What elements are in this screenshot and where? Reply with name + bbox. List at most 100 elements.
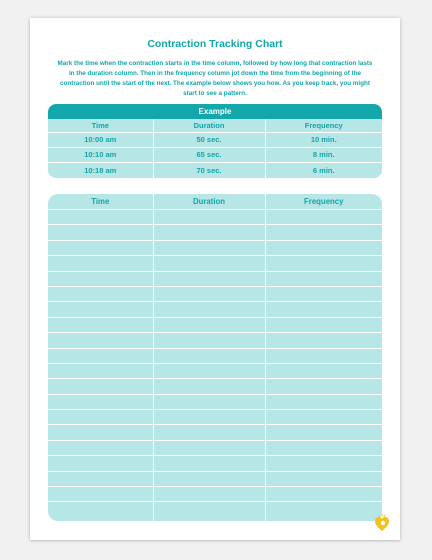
tracking-frequency-cell[interactable] [265, 440, 382, 457]
tracking-row [48, 455, 382, 472]
tracking-frequency-cell[interactable] [265, 471, 382, 488]
example-header-frequency: Frequency [265, 119, 382, 133]
example-frequency: 10 min. [265, 132, 382, 148]
example-frequency: 8 min. [265, 147, 382, 163]
tracking-row [48, 424, 382, 441]
tracking-duration-cell[interactable] [153, 348, 266, 364]
tracking-frequency-cell[interactable] [265, 255, 382, 272]
tracking-duration-cell[interactable] [153, 455, 266, 472]
tracking-time-cell[interactable] [48, 455, 154, 472]
example-header-time: Time [48, 119, 154, 133]
tracking-duration-cell[interactable] [153, 378, 266, 395]
tracking-time-cell[interactable] [48, 440, 154, 457]
tracking-frequency-cell[interactable] [265, 363, 382, 380]
tracking-duration-cell[interactable] [153, 486, 266, 503]
tracking-frequency-cell[interactable] [265, 378, 382, 395]
example-duration: 70 sec. [153, 162, 266, 178]
tracking-time-cell[interactable] [48, 348, 154, 364]
tracking-row [48, 501, 382, 522]
tracking-row [48, 301, 382, 318]
tracking-row [48, 471, 382, 488]
tracking-row [48, 255, 382, 272]
tracking-time-cell[interactable] [48, 209, 154, 226]
tracking-duration-cell[interactable] [153, 363, 266, 380]
tracking-frequency-cell[interactable] [265, 209, 382, 226]
tracking-duration-cell[interactable] [153, 501, 266, 522]
tracking-frequency-cell[interactable] [265, 317, 382, 334]
tracking-frequency-cell[interactable] [265, 224, 382, 241]
tracking-row [48, 209, 382, 226]
page-title: Contraction Tracking Chart [147, 38, 283, 50]
tracking-time-cell[interactable] [48, 501, 154, 522]
tracking-row [48, 378, 382, 395]
tracking-time-cell[interactable] [48, 424, 154, 441]
tracking-duration-cell[interactable] [153, 240, 266, 257]
example-duration: 65 sec. [153, 147, 266, 163]
tracking-time-cell[interactable] [48, 486, 154, 503]
tracking-duration-cell[interactable] [153, 317, 266, 334]
tracking-duration-cell[interactable] [153, 255, 266, 272]
tracking-row [48, 486, 382, 503]
example-header-row: Time Duration Frequency [48, 119, 382, 133]
tracking-header-row: Time Duration Frequency [48, 194, 382, 210]
tracking-row [48, 332, 382, 349]
tracking-frequency-cell[interactable] [265, 409, 382, 426]
example-table: Example Time Duration Frequency 10:00 am… [48, 104, 382, 178]
tracking-duration-cell[interactable] [153, 471, 266, 488]
tracking-duration-cell[interactable] [153, 224, 266, 241]
tracking-time-cell[interactable] [48, 317, 154, 334]
tracking-row [48, 440, 382, 457]
tracking-table-body [48, 209, 382, 522]
example-title: Example [48, 104, 382, 119]
tracking-time-cell[interactable] [48, 471, 154, 488]
tracking-frequency-cell[interactable] [265, 455, 382, 472]
tracking-duration-cell[interactable] [153, 424, 266, 441]
tracking-time-cell[interactable] [48, 271, 154, 287]
tracking-header-duration: Duration [153, 194, 266, 210]
tracking-header-frequency: Frequency [265, 194, 382, 210]
tracking-duration-cell[interactable] [153, 301, 266, 318]
tracking-duration-cell[interactable] [153, 394, 266, 411]
tracking-duration-cell[interactable] [153, 332, 266, 349]
example-row: 10:18 am 70 sec. 6 min. [48, 162, 382, 178]
tracking-duration-cell[interactable] [153, 409, 266, 426]
tracking-row [48, 224, 382, 241]
example-row: 10:10 am 65 sec. 8 min. [48, 147, 382, 163]
tracking-row [48, 286, 382, 303]
tracking-frequency-cell[interactable] [265, 348, 382, 364]
tracking-frequency-cell[interactable] [265, 240, 382, 257]
tracking-frequency-cell[interactable] [265, 424, 382, 441]
tracking-frequency-cell[interactable] [265, 394, 382, 411]
tracking-frequency-cell[interactable] [265, 286, 382, 303]
tracking-time-cell[interactable] [48, 255, 154, 272]
tracking-frequency-cell[interactable] [265, 486, 382, 503]
tracking-time-cell[interactable] [48, 301, 154, 318]
example-time: 10:18 am [48, 162, 154, 178]
tracking-row [48, 363, 382, 380]
example-duration: 50 sec. [153, 132, 266, 148]
tracking-row [48, 409, 382, 426]
tracking-row [48, 240, 382, 257]
tracking-table: Time Duration Frequency [48, 194, 382, 522]
tracking-duration-cell[interactable] [153, 209, 266, 226]
tracking-time-cell[interactable] [48, 394, 154, 411]
tracking-row [48, 348, 382, 364]
tracking-time-cell[interactable] [48, 378, 154, 395]
tracking-time-cell[interactable] [48, 409, 154, 426]
tracking-time-cell[interactable] [48, 240, 154, 257]
tracking-frequency-cell[interactable] [265, 271, 382, 287]
tracking-duration-cell[interactable] [153, 271, 266, 287]
tracking-frequency-cell[interactable] [265, 332, 382, 349]
example-time: 10:10 am [48, 147, 154, 163]
tracking-time-cell[interactable] [48, 332, 154, 349]
tracking-row [48, 394, 382, 411]
tracking-frequency-cell[interactable] [265, 301, 382, 318]
tracking-time-cell[interactable] [48, 286, 154, 303]
example-header-duration: Duration [153, 119, 266, 133]
tracking-time-cell[interactable] [48, 363, 154, 380]
tracking-duration-cell[interactable] [153, 286, 266, 303]
tracking-time-cell[interactable] [48, 224, 154, 241]
example-time: 10:00 am [48, 132, 154, 148]
tracking-frequency-cell[interactable] [265, 502, 382, 522]
tracking-duration-cell[interactable] [153, 440, 266, 457]
